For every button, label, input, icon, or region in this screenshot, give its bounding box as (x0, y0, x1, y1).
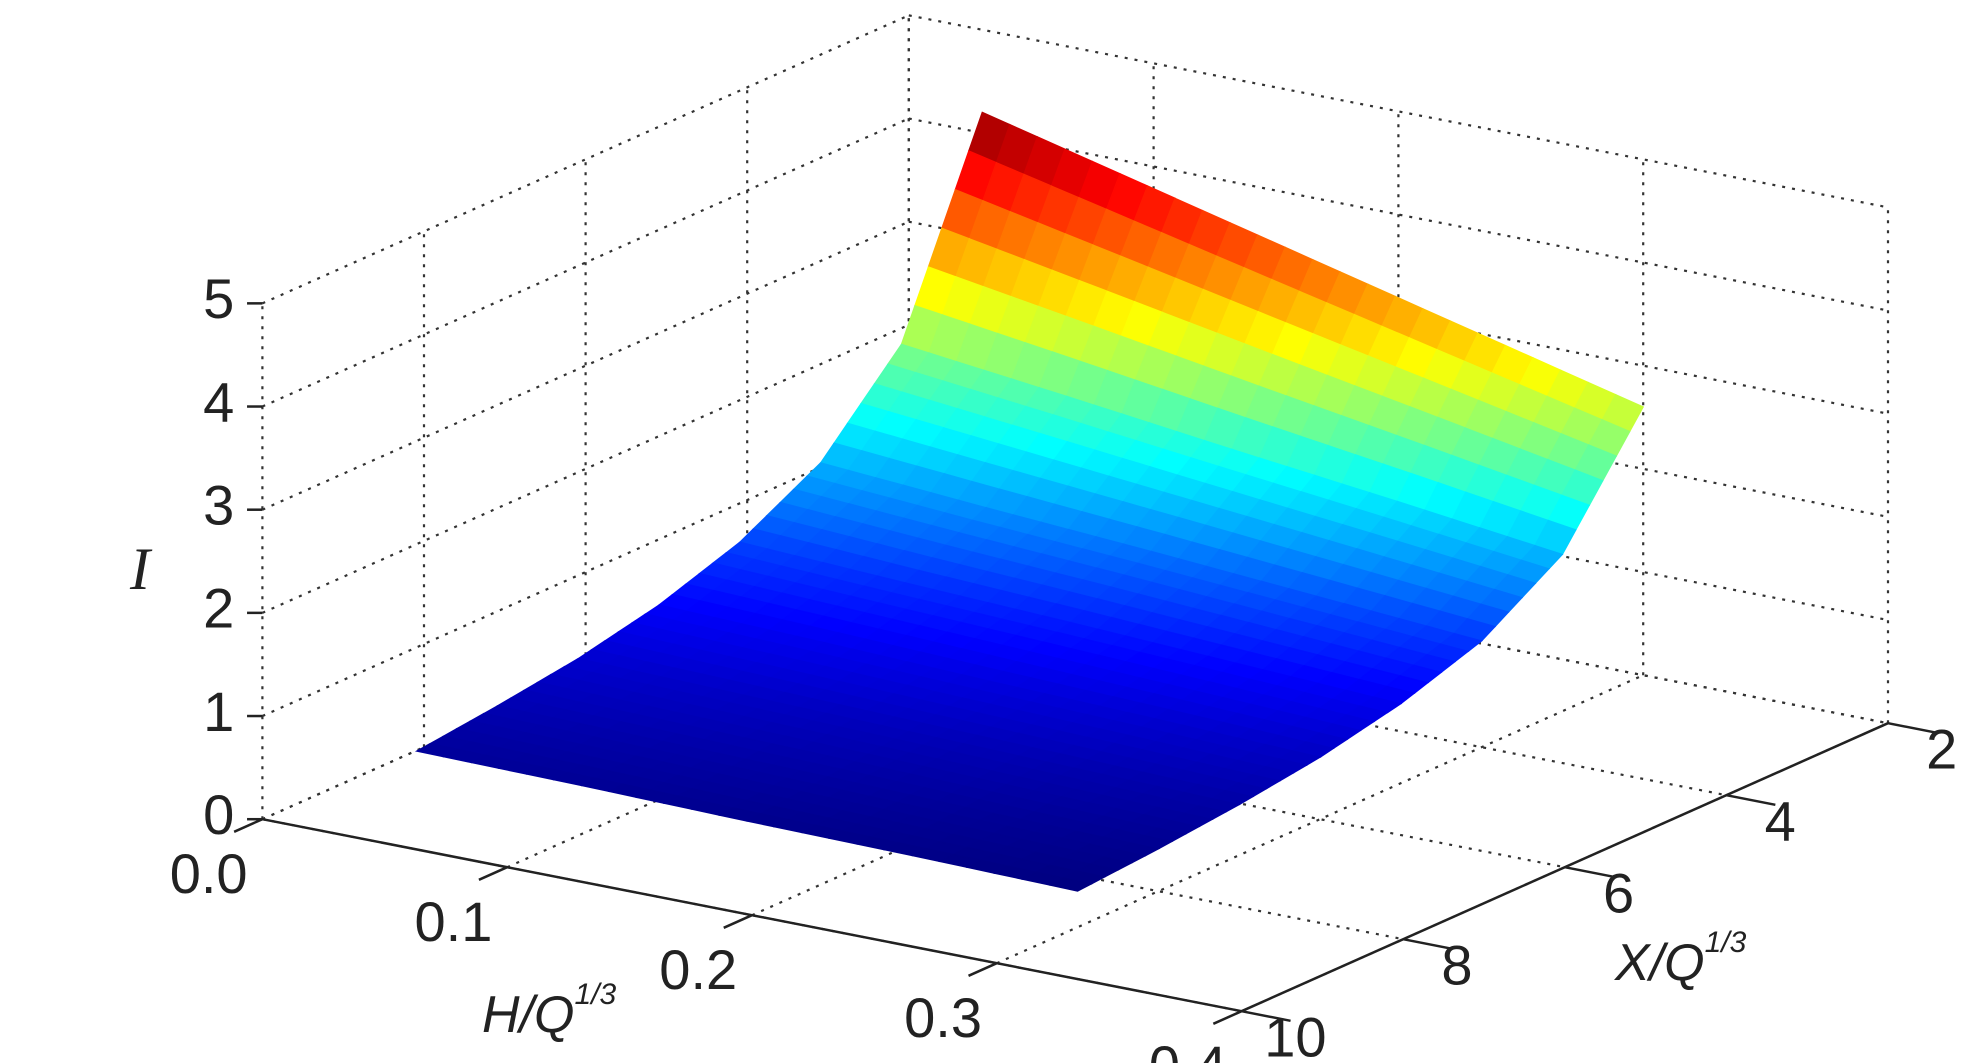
z-tick-label: 3 (203, 473, 234, 536)
grid-line (908, 323, 1889, 518)
x-tick (723, 914, 753, 929)
y-tick-label: 6 (1603, 862, 1634, 925)
surface-patch (984, 395, 1233, 553)
x-tick (1212, 1010, 1243, 1025)
z-tick-label: 0 (203, 783, 234, 846)
surface-patch (580, 740, 830, 822)
x-tick-label: 0.3 (904, 986, 982, 1049)
y-tick (1726, 793, 1776, 807)
surface-patch (1396, 332, 1645, 556)
surface-patch (1153, 662, 1403, 758)
grid-line (746, 602, 1727, 797)
y-tick-label: 2 (1926, 718, 1957, 781)
surface-patch (1315, 500, 1564, 642)
surface-patch (826, 730, 1076, 815)
surface-patch (900, 111, 1149, 398)
y-axis-label-main: X/Q (1614, 934, 1705, 992)
x-tick-label: 0.4 (1149, 1034, 1227, 1063)
surface-patch (1234, 595, 1483, 705)
grid-line (908, 530, 1889, 725)
surface-patch (1069, 550, 1318, 664)
surface-patch (988, 621, 1238, 720)
y-tick (1564, 865, 1615, 879)
grid-line (423, 746, 1404, 941)
surface-cell (1048, 877, 1093, 892)
surface (414, 111, 1645, 892)
x-tick (478, 866, 508, 881)
y-tick (1402, 937, 1453, 951)
y-axis-label-sup: 1/3 (1705, 926, 1747, 959)
x-axis-label-main: H/Q (482, 986, 574, 1044)
y-tick-label: 8 (1441, 934, 1472, 997)
x-tick (968, 962, 998, 977)
grid-line (908, 220, 1889, 415)
surface-patch (661, 694, 911, 778)
surface-patch (1231, 258, 1479, 503)
surface-patch (576, 604, 826, 696)
grid (261, 14, 1890, 1013)
z-tick-label: 2 (203, 577, 234, 640)
y-tick (1241, 1009, 1291, 1023)
x-axis-label: H/Q1/3 (482, 978, 616, 1044)
grid-line (261, 14, 910, 305)
grid-line (908, 14, 1889, 209)
y-tick-label: 10 (1264, 1006, 1326, 1063)
grid-line (908, 117, 1889, 312)
surface-patch (991, 767, 1241, 850)
grid-line (585, 674, 1566, 869)
surface-patch (738, 462, 988, 584)
z-tick-label: 1 (203, 680, 234, 743)
x-axis-label-sup: 1/3 (574, 978, 616, 1011)
surface-patch (414, 705, 665, 787)
z-tick-label: 4 (203, 370, 234, 433)
surface-patch (910, 812, 1161, 892)
axes: 0.0 0.1 0.2 0.3 0.4 2 4 6 8 10 0 1 2 3 4 5 (170, 267, 1958, 1063)
z-tick-label: 5 (203, 267, 234, 330)
z-axis-label: I (129, 536, 153, 602)
y-tick-label: 4 (1765, 790, 1796, 853)
y-tick (1887, 721, 1938, 735)
surface-patch (1072, 718, 1322, 806)
surface-patch (1065, 185, 1314, 451)
surface-patch (741, 641, 992, 733)
grid-line (908, 426, 1889, 622)
y-axis-label: X/Q1/3 (1614, 926, 1747, 992)
surface-patch (745, 776, 995, 857)
surface-patch (907, 680, 1157, 769)
surface-patch (657, 541, 907, 644)
x-tick (233, 818, 263, 833)
x-tick-label: 0.1 (415, 890, 493, 953)
surface-patch (1150, 448, 1399, 597)
surface-patch (819, 343, 1068, 509)
x-tick-label: 0.0 (170, 842, 248, 905)
x-tick-label: 0.2 (659, 938, 737, 1001)
